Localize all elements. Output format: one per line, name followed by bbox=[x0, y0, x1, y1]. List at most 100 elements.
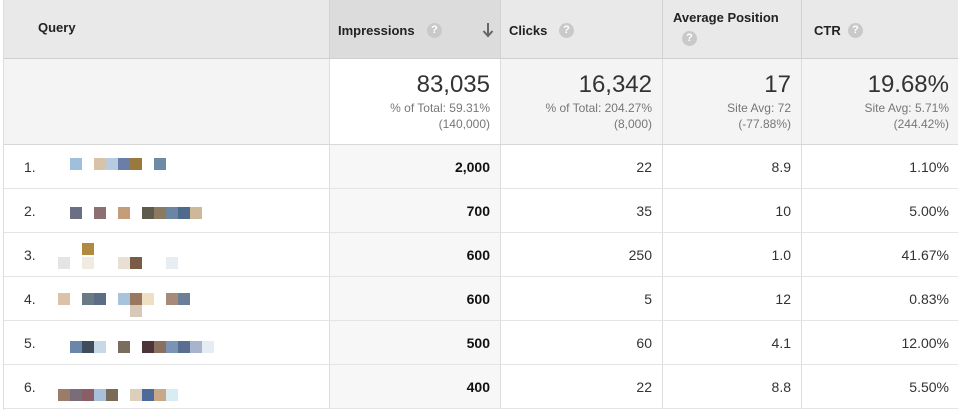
redacted-query bbox=[54, 243, 234, 269]
total-clicks-percent: % of Total: 204.27% bbox=[545, 101, 652, 115]
row-index: 1. bbox=[24, 159, 36, 175]
impressions-value: 600 bbox=[466, 291, 490, 307]
ctr-cell: 5.50% bbox=[802, 365, 958, 408]
total-impressions-percent: % of Total: 59.31% bbox=[390, 101, 490, 115]
clicks-value: 22 bbox=[636, 379, 652, 395]
ctr-cell: 5.00% bbox=[802, 189, 958, 232]
row-index: 2. bbox=[24, 203, 36, 219]
clicks-value: 250 bbox=[628, 247, 652, 263]
query-cell[interactable]: 1. bbox=[4, 145, 330, 188]
column-header-label: Impressions bbox=[338, 23, 415, 38]
total-average-position-delta: (-77.88%) bbox=[738, 117, 791, 131]
total-impressions-total: (140,000) bbox=[438, 117, 490, 131]
report-table: Query Impressions ? Clicks ? Average Pos… bbox=[3, 0, 958, 410]
totals-impressions-cell: 83,035 % of Total: 59.31% (140,000) bbox=[330, 59, 501, 144]
impressions-cell: 600 bbox=[330, 277, 501, 320]
total-impressions-value: 83,035 bbox=[416, 71, 490, 98]
column-header-label: Average Position bbox=[673, 10, 779, 25]
query-cell[interactable]: 6. bbox=[4, 365, 330, 408]
table-row[interactable]: 3. 600 250 1.0 41.67% bbox=[4, 233, 958, 277]
redacted-query bbox=[54, 375, 234, 401]
column-header-impressions[interactable]: Impressions ? bbox=[330, 0, 501, 58]
table-row[interactable]: 5. 500 60 4.1 12.00% bbox=[4, 321, 958, 365]
impressions-value: 700 bbox=[466, 203, 490, 219]
ctr-cell: 1.10% bbox=[802, 145, 958, 188]
clicks-cell: 60 bbox=[501, 321, 663, 364]
clicks-cell: 22 bbox=[501, 145, 663, 188]
help-icon[interactable]: ? bbox=[427, 23, 442, 38]
average-position-cell: 10 bbox=[663, 189, 802, 232]
query-cell[interactable]: 3. bbox=[4, 233, 330, 276]
clicks-value: 22 bbox=[636, 159, 652, 175]
query-cell[interactable]: 5. bbox=[4, 321, 330, 364]
average-position-cell: 8.8 bbox=[663, 365, 802, 408]
clicks-value: 5 bbox=[644, 291, 652, 307]
average-position-cell: 8.9 bbox=[663, 145, 802, 188]
ctr-value: 12.00% bbox=[901, 335, 949, 351]
help-icon[interactable]: ? bbox=[559, 23, 574, 38]
impressions-cell: 600 bbox=[330, 233, 501, 276]
ctr-cell: 41.67% bbox=[802, 233, 958, 276]
average-position-cell: 4.1 bbox=[663, 321, 802, 364]
help-icon[interactable]: ? bbox=[848, 23, 863, 38]
query-cell[interactable]: 4. bbox=[4, 277, 330, 320]
ctr-cell: 12.00% bbox=[802, 321, 958, 364]
row-index: 4. bbox=[24, 291, 36, 307]
impressions-value: 500 bbox=[466, 335, 490, 351]
row-index: 6. bbox=[24, 379, 36, 395]
average-position-cell: 12 bbox=[663, 277, 802, 320]
column-header-average-position[interactable]: Average Position ? bbox=[663, 0, 802, 58]
total-clicks-total: (8,000) bbox=[613, 117, 652, 131]
redacted-query bbox=[54, 199, 234, 223]
query-cell[interactable]: 2. bbox=[4, 189, 330, 232]
clicks-value: 60 bbox=[636, 335, 652, 351]
ctr-value: 41.67% bbox=[901, 247, 949, 263]
help-icon[interactable]: ? bbox=[682, 31, 697, 46]
clicks-value: 35 bbox=[636, 203, 652, 219]
average-position-value: 1.0 bbox=[771, 247, 791, 263]
impressions-value: 2,000 bbox=[454, 159, 490, 175]
ctr-value: 1.10% bbox=[909, 159, 949, 175]
clicks-cell: 35 bbox=[501, 189, 663, 232]
column-header-clicks[interactable]: Clicks ? bbox=[501, 0, 663, 58]
clicks-cell: 5 bbox=[501, 277, 663, 320]
column-header-label: Query bbox=[38, 20, 76, 35]
totals-row: 83,035 % of Total: 59.31% (140,000) 16,3… bbox=[4, 59, 958, 145]
total-average-position-site-avg: Site Avg: 72 bbox=[727, 101, 791, 115]
redacted-query bbox=[54, 155, 234, 179]
table-row[interactable]: 6. 400 22 8.8 5.50% bbox=[4, 365, 958, 409]
table-row[interactable]: 2. 700 35 10 5.00% bbox=[4, 189, 958, 233]
impressions-value: 400 bbox=[466, 379, 490, 395]
totals-query-cell bbox=[4, 59, 330, 144]
ctr-value: 5.50% bbox=[909, 379, 949, 395]
ctr-value: 5.00% bbox=[909, 203, 949, 219]
average-position-value: 10 bbox=[775, 203, 791, 219]
table-row[interactable]: 1. 2,000 22 8.9 1.10% bbox=[4, 145, 958, 189]
clicks-cell: 22 bbox=[501, 365, 663, 408]
ctr-value: 0.83% bbox=[909, 291, 949, 307]
column-header-query[interactable]: Query bbox=[4, 0, 330, 58]
arrow-down-icon[interactable] bbox=[482, 22, 494, 38]
column-header-label: Clicks bbox=[509, 23, 548, 38]
average-position-value: 8.9 bbox=[771, 159, 791, 175]
impressions-cell: 500 bbox=[330, 321, 501, 364]
totals-clicks-cell: 16,342 % of Total: 204.27% (8,000) bbox=[501, 59, 663, 144]
impressions-cell: 2,000 bbox=[330, 145, 501, 188]
redacted-query bbox=[54, 287, 234, 317]
total-ctr-delta: (244.42%) bbox=[893, 117, 949, 131]
impressions-cell: 400 bbox=[330, 365, 501, 408]
clicks-cell: 250 bbox=[501, 233, 663, 276]
average-position-cell: 1.0 bbox=[663, 233, 802, 276]
average-position-value: 8.8 bbox=[771, 379, 791, 395]
table-header: Query Impressions ? Clicks ? Average Pos… bbox=[4, 0, 958, 59]
row-index: 3. bbox=[24, 247, 36, 263]
totals-ctr-cell: 19.68% Site Avg: 5.71% (244.42%) bbox=[802, 59, 958, 144]
total-ctr-value: 19.68% bbox=[867, 71, 949, 98]
table-row[interactable]: 4. 600 5 12 0.83% bbox=[4, 277, 958, 321]
total-average-position-value: 17 bbox=[764, 71, 791, 98]
totals-average-position-cell: 17 Site Avg: 72 (-77.88%) bbox=[663, 59, 802, 144]
column-header-ctr[interactable]: CTR ? bbox=[802, 0, 958, 58]
total-ctr-site-avg: Site Avg: 5.71% bbox=[864, 101, 949, 115]
redacted-query bbox=[54, 331, 234, 355]
ctr-cell: 0.83% bbox=[802, 277, 958, 320]
